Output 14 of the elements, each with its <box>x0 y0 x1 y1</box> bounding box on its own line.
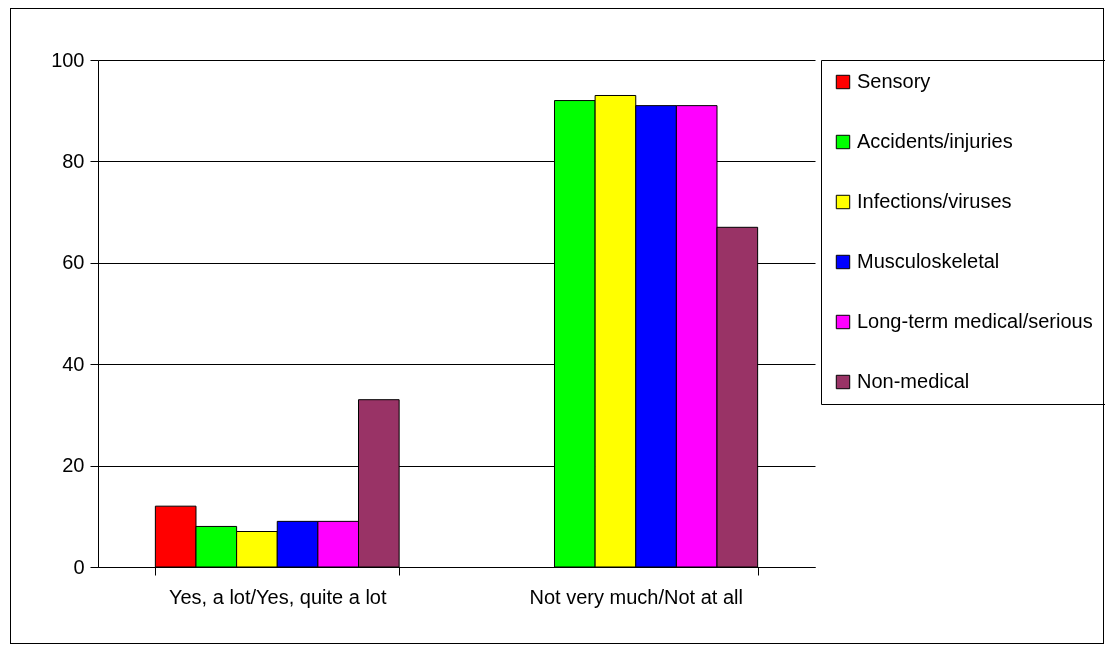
legend-label: Musculoskeletal <box>857 250 1000 272</box>
x-tick-label: Yes, a lot/Yes, quite a lot <box>168 585 387 608</box>
y-tick-label: 80 <box>62 149 85 172</box>
legend-label: Non-medical <box>857 370 970 392</box>
y-tick-label: 0 <box>73 555 85 578</box>
y-tick-label: 20 <box>62 454 85 477</box>
y-tick-label: 60 <box>62 251 85 274</box>
x-tick-label: Not very much/Not at all <box>529 585 743 608</box>
legend-label: Infections/viruses <box>857 190 1012 212</box>
legend-label: Accidents/injuries <box>857 130 1013 152</box>
legend-label: Long-term medical/serious <box>857 310 1093 332</box>
y-tick-label: 100 <box>51 48 85 71</box>
legend-label: Sensory <box>857 70 931 92</box>
y-tick-label: 40 <box>62 352 85 375</box>
